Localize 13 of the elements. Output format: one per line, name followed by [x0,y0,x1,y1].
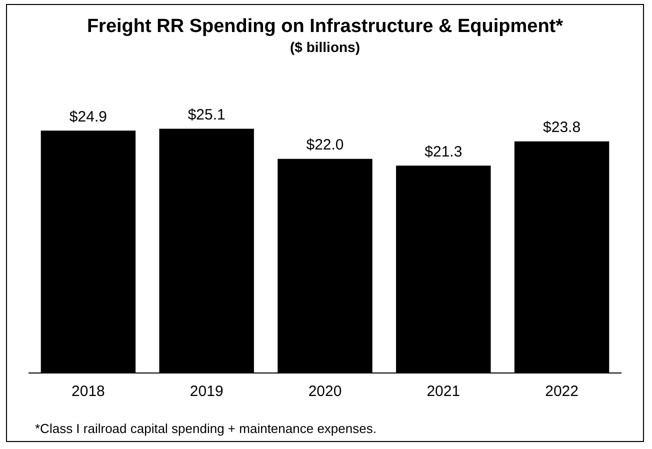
data-label: $23.8 [543,118,581,136]
chart-title: Freight RR Spending on Infrastructure & Equipment* [86,16,564,38]
data-label: $22.0 [306,136,344,154]
x-tick-label: 2020 [308,383,342,400]
data-label: $24.9 [69,108,107,126]
data-label: $21.3 [424,143,462,160]
data-label: $25.1 [188,106,226,124]
chart-subtitle: ($ billions) [289,39,361,55]
x-tick-label: 2018 [72,383,105,400]
x-tick-label: 2019 [190,383,224,400]
x-tick-label: 2022 [545,383,578,400]
x-tick-label: 2021 [426,383,460,400]
text: *Class I railroad capital spending + maintenance expenses. [35,421,376,436]
